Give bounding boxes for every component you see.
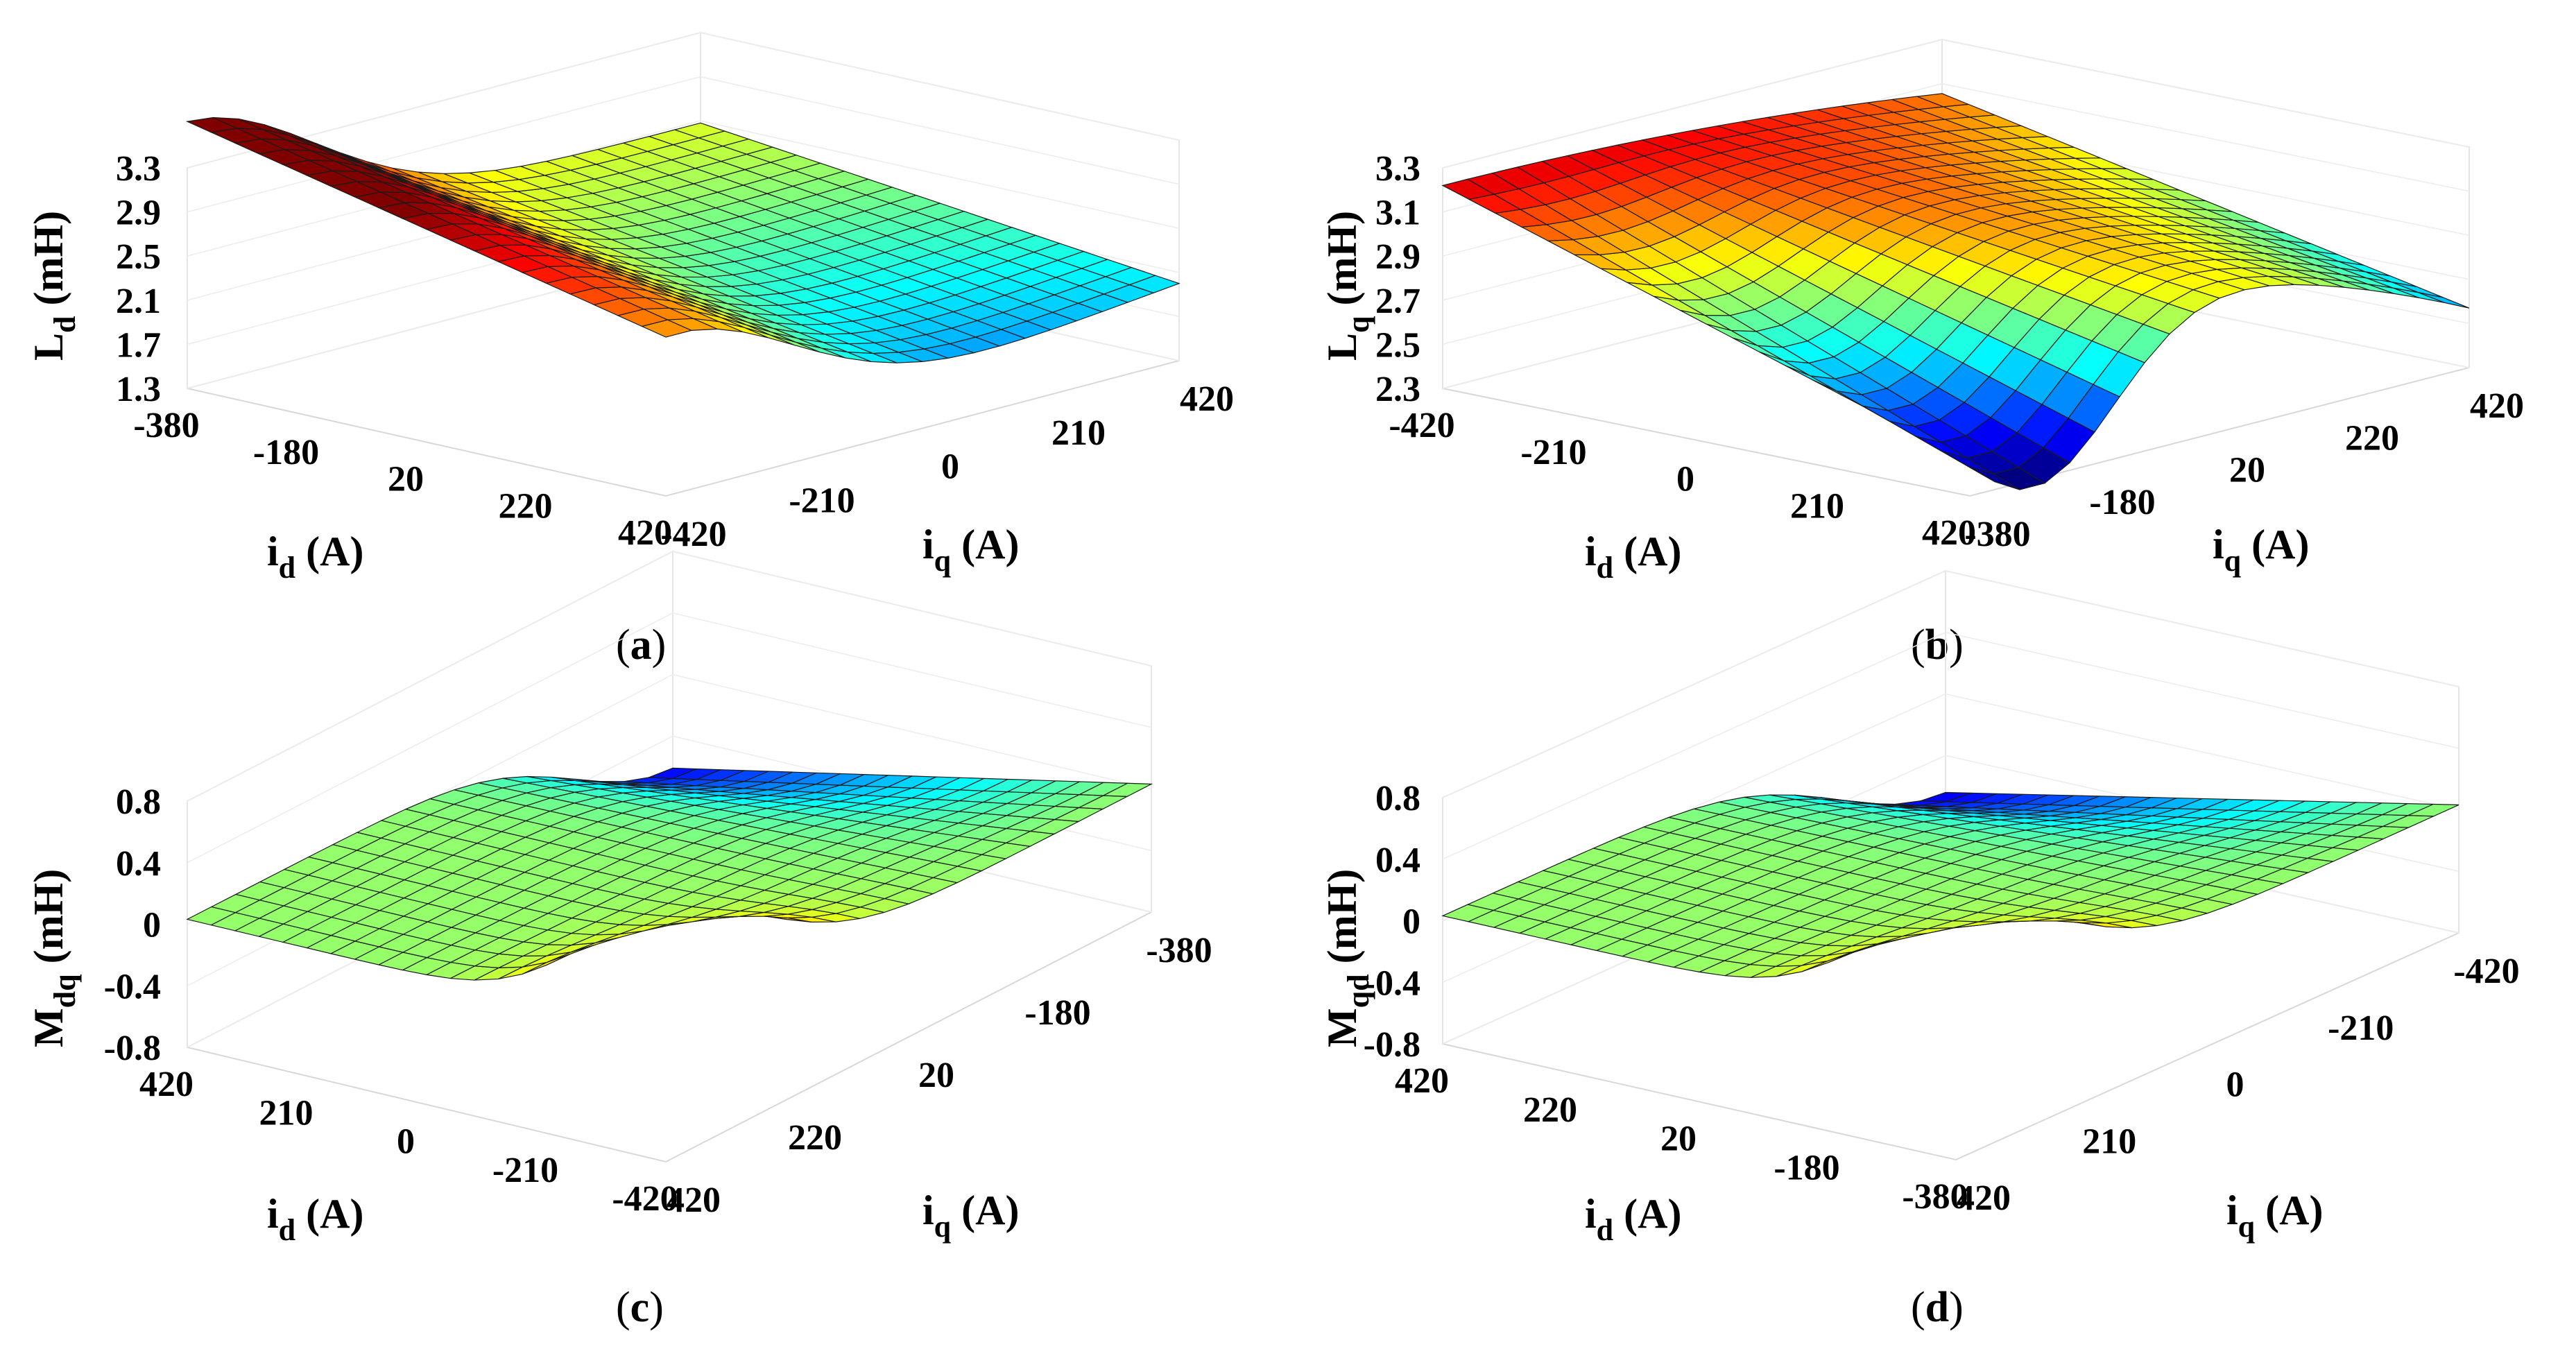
chart-caption: (c) xyxy=(616,1284,664,1331)
surface-cell xyxy=(673,122,726,139)
z-tick-label: 1.3 xyxy=(116,370,161,409)
y-tick-label: 20 xyxy=(918,1056,954,1095)
y-tick-label: 420 xyxy=(1957,1178,2011,1218)
x-tick-label: 20 xyxy=(1660,1119,1697,1159)
z-tick-label: 0 xyxy=(143,906,161,945)
x-tick-label: -180 xyxy=(1774,1148,1839,1187)
x-tick-label: 220 xyxy=(1523,1090,1577,1130)
z-tick-label: 0.8 xyxy=(116,782,161,822)
y-tick-label: 220 xyxy=(2345,418,2399,458)
surface xyxy=(185,117,1180,363)
y-tick-label: -180 xyxy=(1024,993,1090,1033)
surface xyxy=(186,767,1153,981)
surface-cell xyxy=(1920,791,1972,802)
chart-caption: (d) xyxy=(1911,1284,1964,1331)
z-axis-label: Mqd (mH) xyxy=(1319,869,1375,1047)
y-tick-label: -420 xyxy=(660,515,726,554)
x-tick-label: 420 xyxy=(139,1065,194,1104)
x-axis-label: id (A) xyxy=(1585,1191,1681,1247)
x-tick-label: -380 xyxy=(1902,1177,1968,1217)
z-tick-label: 2.7 xyxy=(1375,282,1420,321)
y-tick-label: 0 xyxy=(941,447,959,487)
z-tick-label: 2.5 xyxy=(116,237,161,277)
z-tick-label: 2.9 xyxy=(1375,237,1420,277)
x-axis-label: id (A) xyxy=(1585,529,1681,585)
surface xyxy=(1441,93,2470,490)
z-tick-label: 1.7 xyxy=(116,325,161,365)
x-tick-label: 20 xyxy=(388,460,424,499)
y-tick-label: 210 xyxy=(1051,413,1106,453)
y-tick-label: -380 xyxy=(1146,931,1212,970)
surface xyxy=(1441,791,2459,978)
x-axis-label: id (A) xyxy=(267,529,363,585)
z-tick-label: 2.9 xyxy=(116,194,161,233)
chart-a: 3.32.92.52.11.71.3-380-18020220420-420-2… xyxy=(26,31,1234,669)
z-tick-label: 2.3 xyxy=(1375,370,1420,409)
x-tick-label: 210 xyxy=(1790,486,1844,526)
z-tick-label: 0.4 xyxy=(116,844,161,884)
y-axis-label: iq (A) xyxy=(2213,522,2309,578)
z-tick-label: 0.8 xyxy=(1375,779,1420,818)
z-tick-label: 0 xyxy=(1402,902,1420,942)
y-tick-label: 20 xyxy=(2229,451,2265,490)
chart-caption: (b) xyxy=(1911,621,1964,669)
x-tick-label: 210 xyxy=(259,1093,314,1133)
z-tick-label: 3.3 xyxy=(1375,149,1420,189)
y-tick-label: 220 xyxy=(788,1118,842,1158)
z-tick-label: -0.4 xyxy=(104,967,161,1006)
x-tick-label: -210 xyxy=(492,1151,558,1190)
x-tick-label: -380 xyxy=(133,406,199,445)
z-axis-label: Mdq (mH) xyxy=(26,869,82,1047)
y-tick-label: 210 xyxy=(2082,1122,2136,1161)
z-tick-label: -0.8 xyxy=(1364,1025,1420,1065)
y-tick-label: 420 xyxy=(1180,379,1234,419)
x-tick-label: 220 xyxy=(499,486,553,526)
y-tick-label: 420 xyxy=(2470,386,2524,426)
z-tick-label: 2.1 xyxy=(116,282,161,321)
z-tick-label: 2.5 xyxy=(1375,325,1420,365)
z-tick-label: 0.4 xyxy=(1375,841,1420,880)
chart-caption: (a) xyxy=(616,621,666,669)
y-axis-label: iq (A) xyxy=(922,522,1019,578)
x-tick-label: 420 xyxy=(1922,513,1976,553)
y-tick-label: 0 xyxy=(2226,1065,2244,1105)
x-tick-label: 0 xyxy=(1676,460,1694,499)
x-tick-label: 420 xyxy=(1395,1061,1449,1101)
x-tick-label: -210 xyxy=(1520,433,1586,472)
y-axis-label: iq (A) xyxy=(2226,1187,2323,1244)
chart-d: 0.80.40-0.4-0.842022020-180-3804202100-2… xyxy=(1319,569,2520,1331)
chart-c: 0.80.40-0.4-0.84202100-210-42042022020-1… xyxy=(26,550,1212,1331)
surface-cell xyxy=(648,767,697,780)
chart-b: 3.33.12.92.72.52.3-420-2100210420-380-18… xyxy=(1319,38,2524,669)
y-axis-label: iq (A) xyxy=(922,1187,1019,1244)
z-axis-label: Ld (mH) xyxy=(26,211,82,361)
y-tick-label: -180 xyxy=(2089,483,2155,522)
x-tick-label: 0 xyxy=(397,1122,415,1162)
x-tick-label: -180 xyxy=(253,433,319,472)
z-tick-label: 3.1 xyxy=(1375,194,1420,233)
x-axis-label: id (A) xyxy=(267,1191,363,1247)
x-tick-label: 420 xyxy=(618,513,672,553)
z-tick-label: -0.4 xyxy=(1364,963,1420,1003)
z-axis-label: Lq (mH) xyxy=(1319,211,1375,361)
y-tick-label: -380 xyxy=(1964,515,2030,554)
y-tick-label: -420 xyxy=(2453,952,2519,991)
y-tick-label: 420 xyxy=(667,1181,721,1220)
surface-cell xyxy=(2417,291,2470,309)
y-tick-label: -210 xyxy=(789,481,855,520)
x-tick-label: -420 xyxy=(612,1179,678,1219)
surface-cell xyxy=(1916,93,1969,108)
y-tick-label: -210 xyxy=(2328,1008,2394,1048)
z-tick-label: 3.3 xyxy=(116,149,161,189)
z-tick-label: -0.8 xyxy=(104,1029,161,1068)
x-tick-label: -420 xyxy=(1389,406,1454,445)
